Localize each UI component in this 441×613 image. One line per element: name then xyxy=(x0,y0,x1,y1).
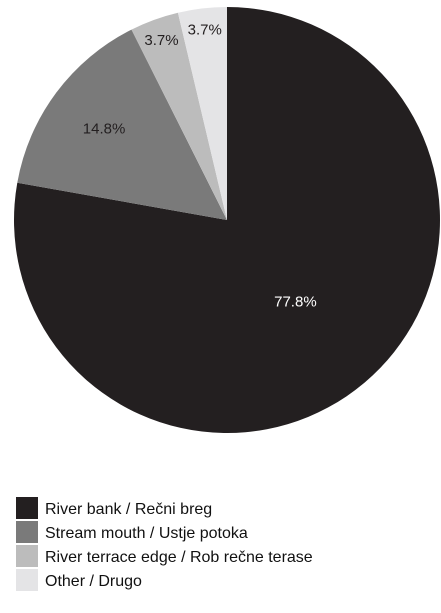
legend-label-4: Other / Drugo xyxy=(45,573,142,590)
pie-value-label-4: 3.7% xyxy=(188,22,222,39)
pie-slice-1 xyxy=(13,7,441,434)
legend-swatch-3 xyxy=(16,545,38,567)
legend: River bank / Rečni breg Stream mouth / Us… xyxy=(16,497,313,591)
pie-value-label-2: 14.8% xyxy=(83,120,126,137)
pie-slice-3 xyxy=(131,12,227,221)
legend-label-2: Stream mouth / Ustje potoka xyxy=(45,525,248,542)
pie-value-labels: 77.8% 14.8% 3.7% 3.7% xyxy=(83,22,317,311)
legend-swatch-2 xyxy=(16,521,38,543)
pie-slices xyxy=(13,7,441,434)
pie-value-label-1: 77.8% xyxy=(274,294,317,311)
legend-label-1: River bank / Rečni breg xyxy=(45,501,212,518)
pie-slice-4 xyxy=(177,7,227,220)
legend-swatch-1 xyxy=(16,497,38,519)
legend-swatch-4 xyxy=(16,569,38,591)
pie-value-label-3: 3.7% xyxy=(144,32,178,49)
pie-slice-2 xyxy=(17,29,227,221)
legend-label-3: River terrace edge / Rob rečne terase xyxy=(45,549,313,566)
